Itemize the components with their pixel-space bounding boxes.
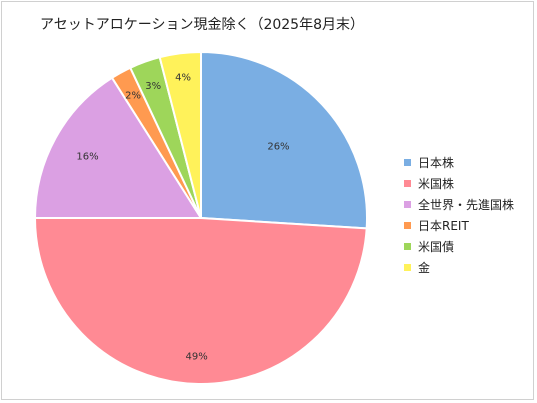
legend-item-2: 米国株 — [404, 173, 514, 194]
legend-swatch — [404, 159, 411, 166]
legend-item-4: 日本REIT — [404, 215, 514, 236]
legend-label: 米国株 — [418, 177, 455, 191]
legend-item-6: 金 — [404, 257, 514, 278]
data-label-6: 4% — [175, 72, 191, 83]
pie-slice-6 — [158, 50, 202, 219]
legend-label: 日本REIT — [418, 219, 469, 233]
pie-slice-1 — [200, 50, 368, 230]
data-label-5: 3% — [145, 81, 161, 92]
chart-title: アセットアロケーション現金除く（2025年8月末） — [40, 17, 364, 33]
pie-slice-2 — [33, 217, 368, 385]
legend-swatch — [404, 201, 411, 208]
legend-swatch — [404, 243, 411, 250]
pie-slice-3 — [33, 76, 203, 219]
legend-swatch — [404, 180, 411, 187]
data-label-2: 49% — [186, 352, 208, 363]
chart-legend: 日本株米国株全世界・先進国株 日本REIT 米国債金 — [404, 152, 514, 278]
legend-label: 日本株 — [418, 156, 455, 170]
legend-swatch — [404, 264, 411, 271]
legend-item-3: 全世界・先進国株 — [404, 194, 514, 215]
legend-label: 全世界・先進国株 — [418, 198, 515, 212]
legend-item-1: 日本株 — [404, 152, 514, 173]
data-label-1: 26% — [267, 141, 289, 152]
legend-item-5: 米国債 — [404, 236, 514, 257]
legend-label: 金 — [418, 261, 431, 275]
data-label-4: 2% — [125, 90, 141, 101]
data-label-3: 16% — [76, 152, 98, 163]
legend-label: 米国債 — [418, 240, 455, 254]
legend-swatch — [404, 222, 411, 229]
